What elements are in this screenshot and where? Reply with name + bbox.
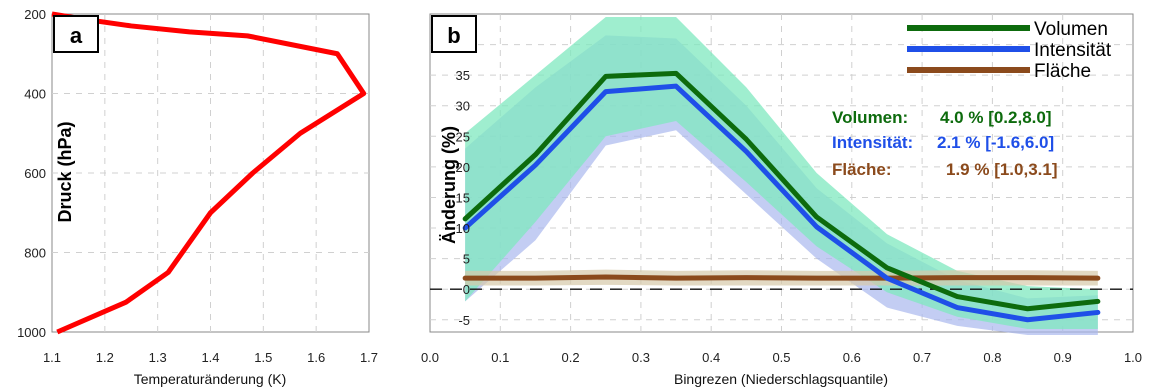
legend-label-flaeche: Fläche [1034,61,1091,82]
stat-intensitaet-label: Intensität: [832,133,913,152]
stat-annotations: Volumen: 4.0 % [0.2,8.0] Intensität: 2.1… [832,108,1058,179]
panel-a-ytick: 800 [24,246,46,261]
panel-b-ytick: 30 [456,99,470,114]
panel-a-xlabel: Temperaturänderung (K) [134,371,287,387]
panel-b-ytick: 35 [456,68,470,83]
panel-b-ytick: 25 [456,129,470,144]
band-volumen [465,17,1098,329]
panel-a-xtick: 1.2 [96,350,114,365]
panel-b-xtick: 0.0 [421,350,439,365]
stat-volumen-label: Volumen: [832,108,908,127]
panel-b-ytick: 5 [463,252,470,267]
panel-a-xtick: 1.6 [307,350,325,365]
line-flaeche [462,274,1101,281]
panel-b-label-box [431,15,477,53]
stat-flaeche-value: 1.9 % [1.0,3.1] [946,160,1058,179]
panel-b-xtick: 0.5 [772,350,790,365]
panel-b-xtick: 0.2 [562,350,580,365]
panel-b: 0.0 0.1 0.2 0.3 0.4 0.5 0.6 0.7 0.8 0.9 1.0 -5 0 5 10 1… [421,13,1142,387]
panel-a-ytick: 1000 [17,325,46,340]
stat-intensitaet-value: 2.1 % [-1.6,6.0] [937,133,1054,152]
panel-a-xtick: 1.3 [149,350,167,365]
panel-a-xtick: 1.1 [43,350,61,365]
panel-b-series-lines [462,70,1101,323]
panel-a-tick-labels: 1.1 1.2 1.3 1.4 1.5 1.6 1.7 200 400 600 800 1000 [17,7,378,365]
panel-b-ytick: 0 [463,282,470,297]
panel-b-ylabel: Änderung (%) [439,126,459,244]
panel-a-label-box [53,15,99,53]
panel-a-ytick: 200 [24,7,46,22]
panel-a-ytick: 600 [24,166,46,181]
legend-label-volumen: Volumen [1034,19,1108,40]
panel-a-ytick: 400 [24,87,46,102]
panel-b-xlabel: Bingrezen (Niederschlagsquantile) [674,371,888,387]
legend: Volumen Intensität Fläche [907,19,1112,82]
panel-a-xtick: 1.7 [360,350,378,365]
panel-b-label: b [447,23,460,48]
panel-b-xtick: 0.3 [632,350,650,365]
line-intensitaet [462,83,1101,323]
panel-a-xtick: 1.4 [201,350,219,365]
line-volumen [462,70,1101,312]
panel-b-xtick: 0.9 [1054,350,1072,365]
panel-b-ytick: 10 [456,221,470,236]
stat-volumen-value: 4.0 % [0.2,8.0] [940,108,1052,127]
panel-b-ytick: 20 [456,160,470,175]
panel-a-ylabel: Druck (hPa) [55,121,75,222]
panel-b-ytick: 15 [456,190,470,205]
panel-b-xtick: 0.4 [702,350,720,365]
temperature-profile-line [51,11,367,335]
panel-b-xtick: 0.7 [913,350,931,365]
panel-b-xtick: 1.0 [1124,350,1142,365]
panel-b-xtick: 0.8 [983,350,1001,365]
panel-a-label: a [70,23,83,48]
panel-b-ytick: -5 [458,313,470,328]
legend-label-intensitaet: Intensität [1034,40,1112,61]
panel-a-xtick: 1.5 [254,350,272,365]
stat-flaeche-label: Fläche: [832,160,892,179]
panel-b-xtick: 0.6 [843,350,861,365]
panel-b-xtick: 0.1 [491,350,509,365]
